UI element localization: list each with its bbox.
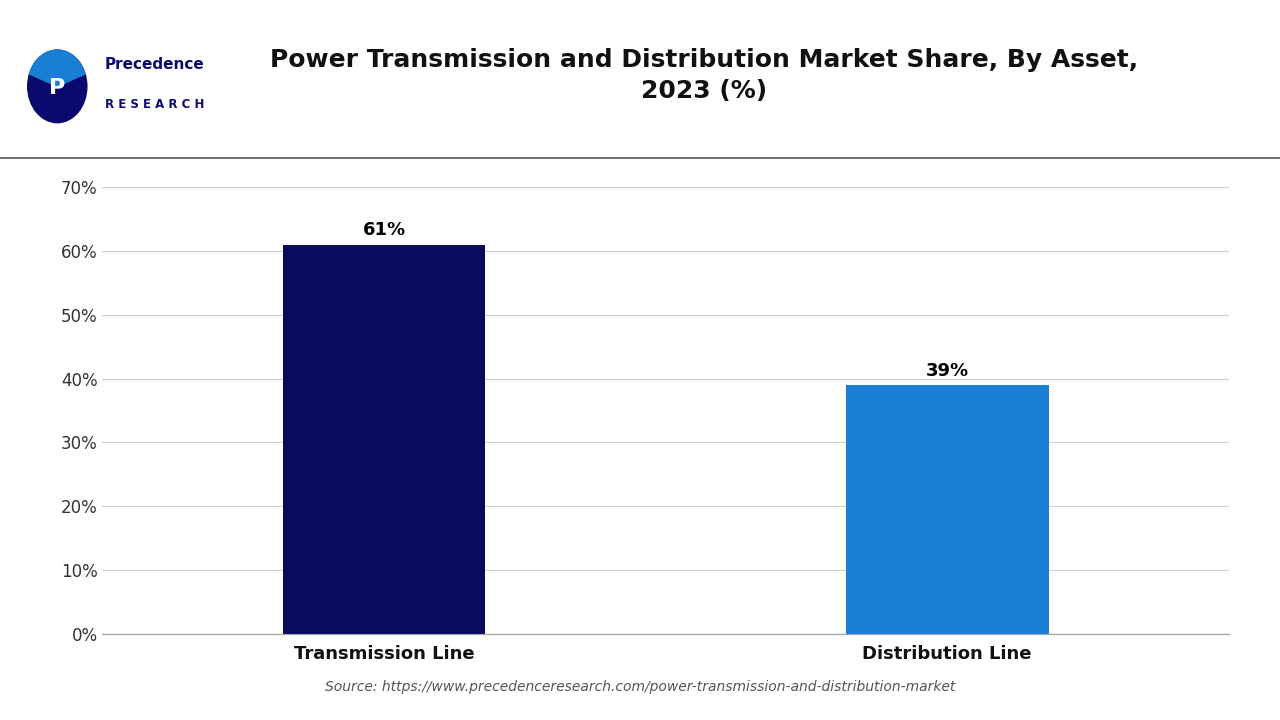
Text: 61%: 61% [362, 222, 406, 240]
Wedge shape [29, 50, 84, 86]
Text: 39%: 39% [925, 361, 969, 379]
Circle shape [28, 50, 87, 122]
Bar [283, 245, 485, 634]
Bar [846, 385, 1048, 634]
Text: P: P [49, 78, 65, 98]
Text: R E S E A R C H: R E S E A R C H [105, 98, 205, 111]
Text: Power Transmission and Distribution Market Share, By Asset,
2023 (%): Power Transmission and Distribution Mark… [270, 48, 1138, 104]
Text: Precedence: Precedence [105, 58, 205, 72]
Text: Source: https://www.precedenceresearch.com/power-transmission-and-distribution-m: Source: https://www.precedenceresearch.c… [325, 680, 955, 694]
